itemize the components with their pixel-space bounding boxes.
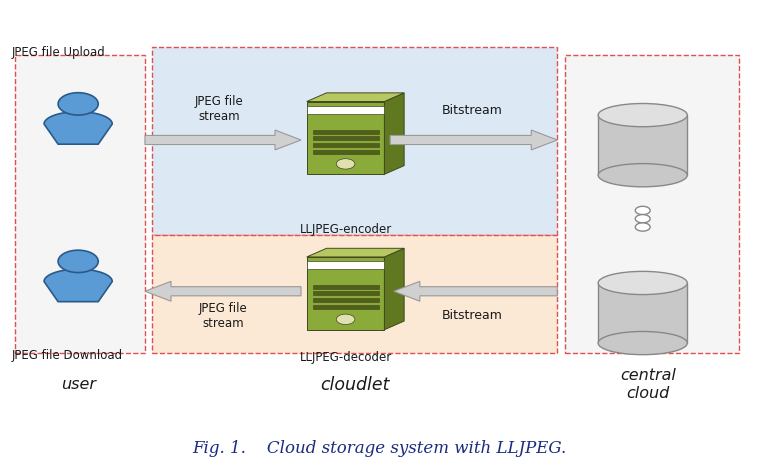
Circle shape [635,223,650,231]
Polygon shape [307,257,384,330]
Text: JPEG file Upload: JPEG file Upload [11,47,105,59]
Polygon shape [312,143,378,146]
Text: JPEG file
stream: JPEG file stream [199,302,247,330]
Polygon shape [312,136,378,139]
Polygon shape [312,305,378,309]
Polygon shape [312,285,378,289]
Ellipse shape [598,332,688,355]
Polygon shape [312,291,378,295]
Bar [565,55,739,353]
Polygon shape [312,130,378,134]
Text: LLJPEG-encoder: LLJPEG-encoder [299,223,392,236]
FancyArrow shape [390,130,557,150]
Polygon shape [307,102,384,174]
Polygon shape [307,93,404,102]
Circle shape [58,250,99,273]
Polygon shape [312,150,378,154]
Text: Bitstream: Bitstream [441,105,503,117]
Polygon shape [44,112,112,144]
Polygon shape [598,115,688,175]
Polygon shape [384,248,404,330]
Ellipse shape [598,271,688,294]
Polygon shape [307,248,404,257]
Polygon shape [307,261,384,269]
Text: LLJPEG-decoder: LLJPEG-decoder [299,351,392,365]
Bar [15,55,145,353]
Ellipse shape [598,163,688,187]
Text: central
cloud: central cloud [620,368,676,401]
Text: user: user [61,377,96,392]
Text: Bitstream: Bitstream [441,309,503,322]
Polygon shape [307,106,384,114]
FancyArrow shape [145,130,301,150]
Text: cloudlet: cloudlet [321,375,390,394]
FancyArrow shape [394,281,557,301]
Ellipse shape [598,104,688,127]
Circle shape [337,314,355,325]
Circle shape [337,159,355,169]
Polygon shape [384,93,404,174]
Text: JPEG file Download: JPEG file Download [11,349,123,362]
Circle shape [58,93,99,115]
Polygon shape [44,269,112,301]
FancyArrow shape [145,281,301,301]
Text: JPEG file
stream: JPEG file stream [195,95,243,123]
Polygon shape [312,298,378,302]
Circle shape [635,215,650,223]
Circle shape [635,206,650,215]
Polygon shape [598,283,688,343]
Bar [152,236,557,353]
Bar [152,47,557,236]
Text: Fig. 1.    Cloud storage system with LLJPEG.: Fig. 1. Cloud storage system with LLJPEG… [192,440,566,457]
